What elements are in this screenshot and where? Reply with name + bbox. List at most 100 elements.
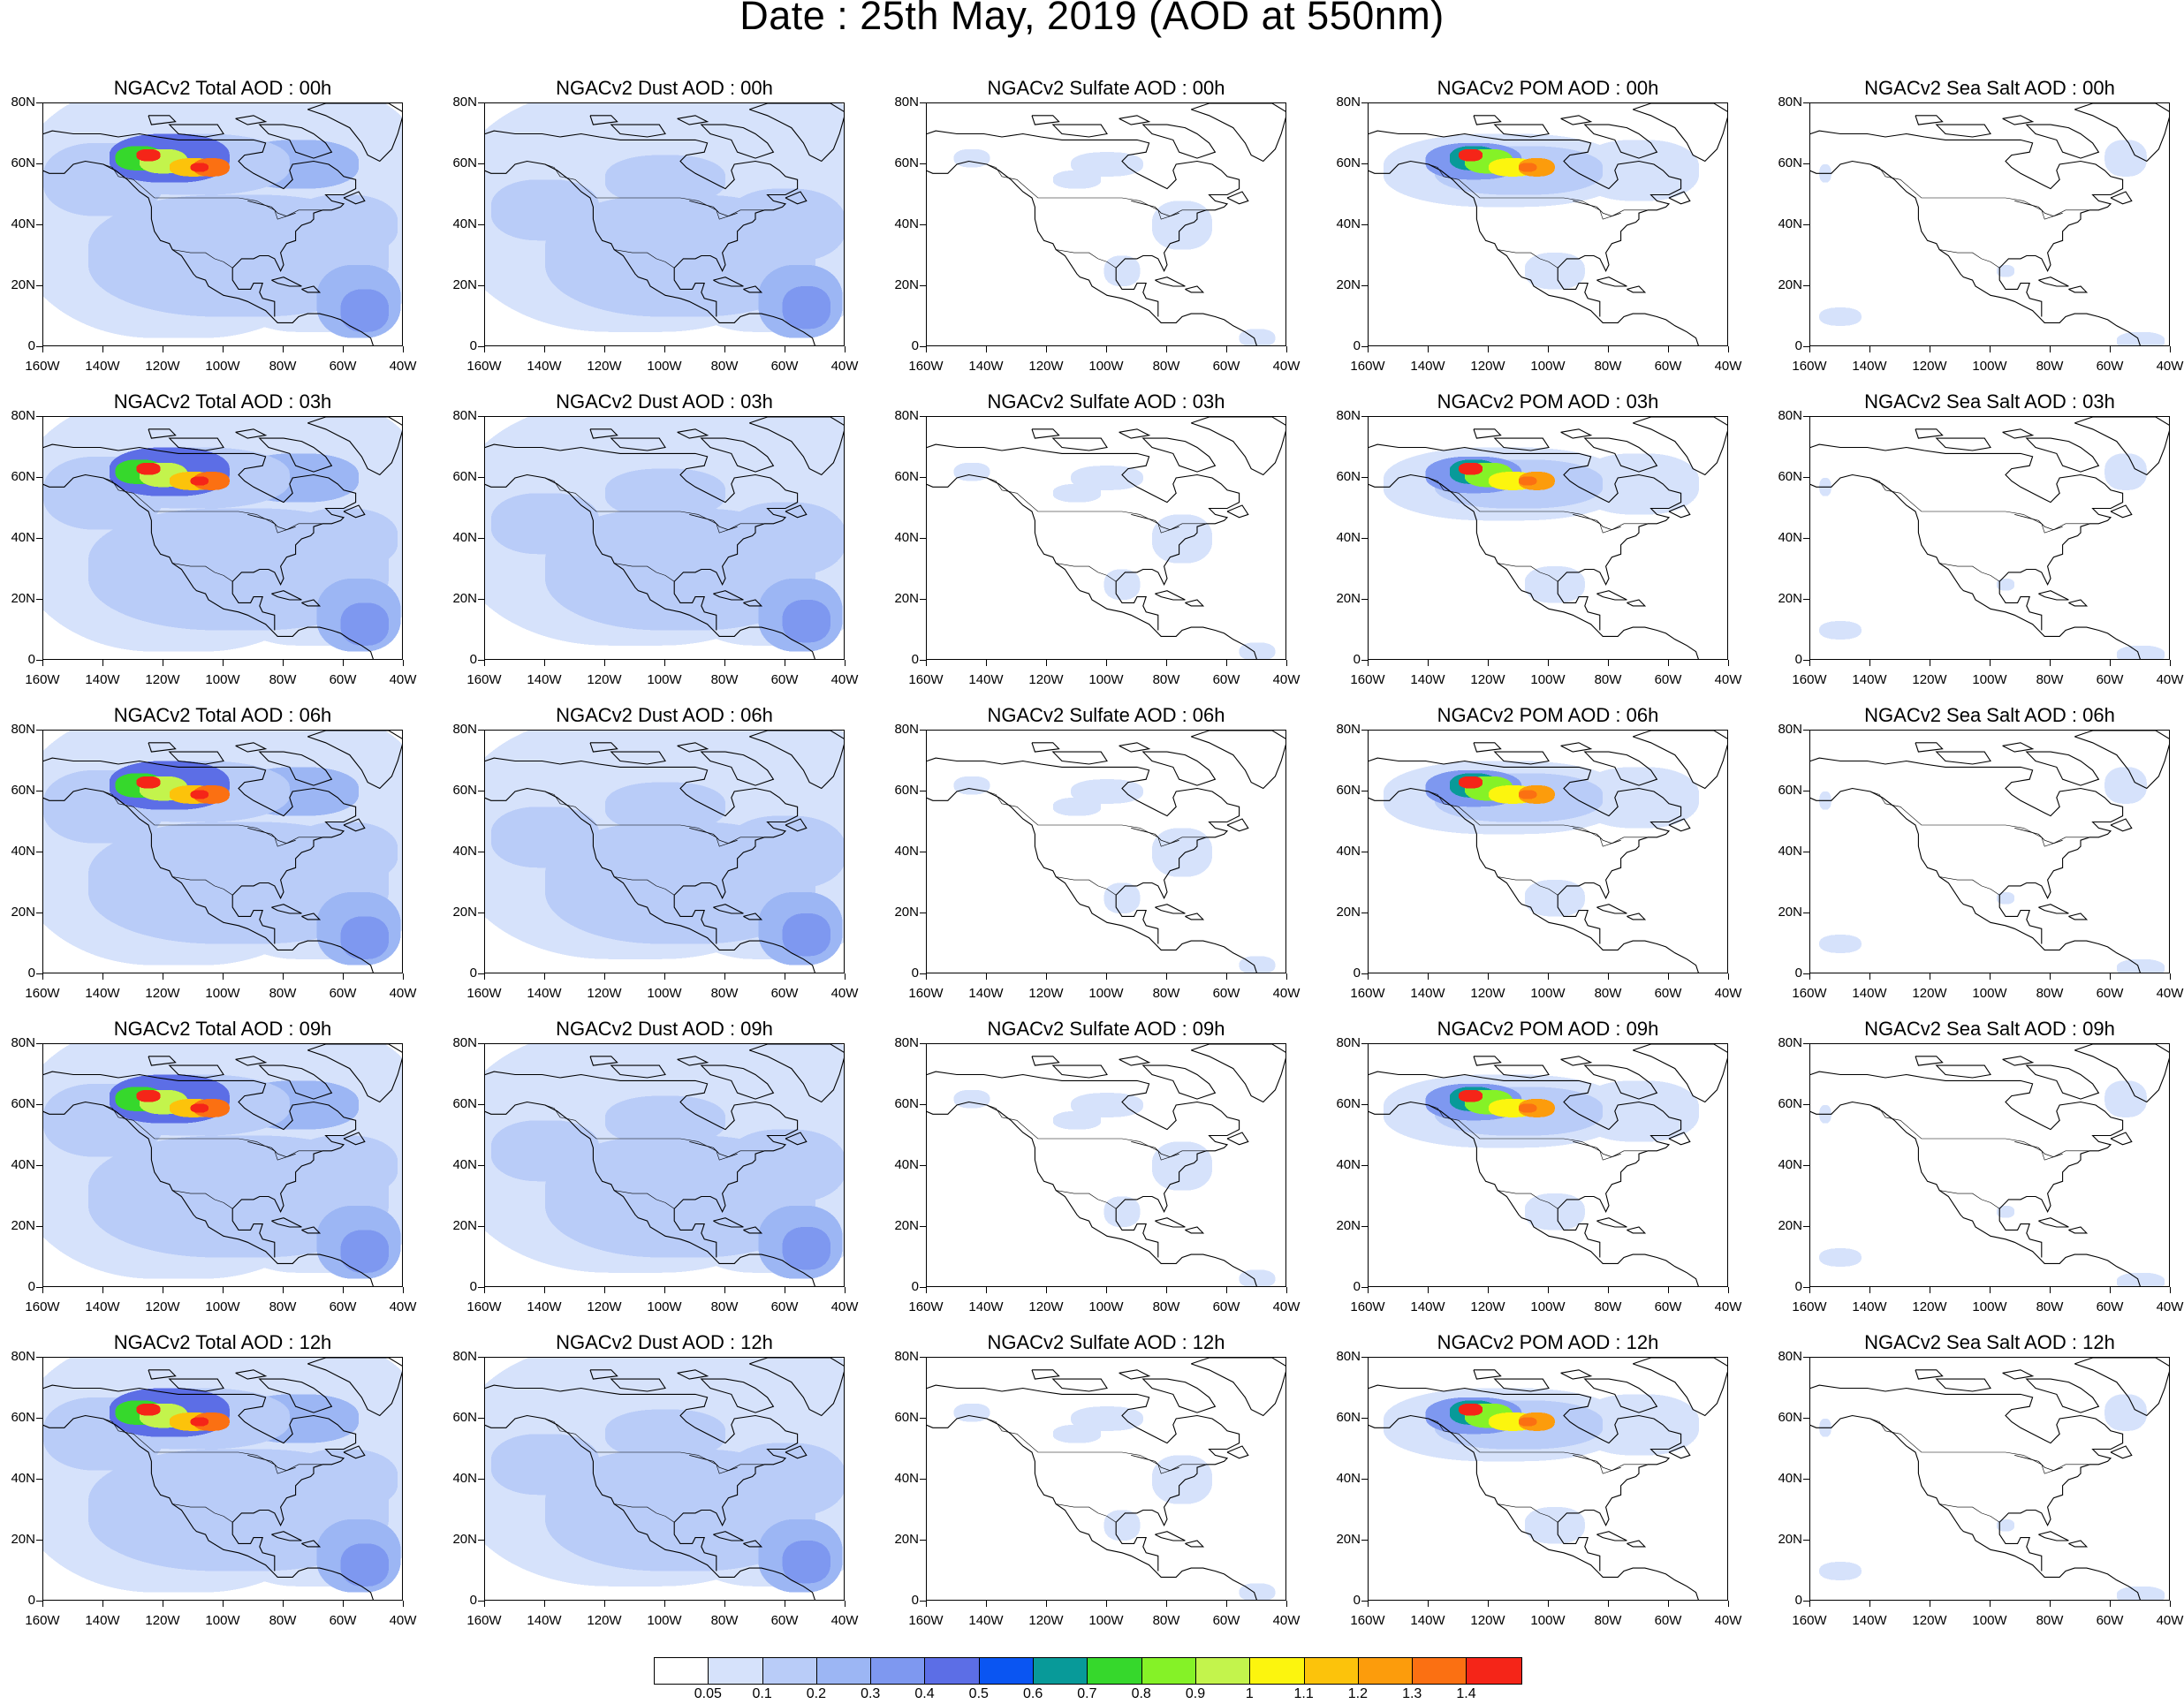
lon-tick-mark [1368, 346, 1369, 352]
lon-tick-label: 140W [1852, 1299, 1887, 1314]
coastline-outline [1369, 1044, 1727, 1286]
lon-tick-label: 120W [1028, 1613, 1064, 1628]
lat-tick-mark [1361, 1418, 1368, 1420]
aod-field-region [1052, 797, 1102, 816]
panel-title: NGACv2 Total AOD : 09h [113, 1018, 332, 1040]
lat-tick-mark [36, 1226, 42, 1228]
lon-tick-label: 160W [1792, 1299, 1827, 1314]
panel-title: NGACv2 POM AOD : 03h [1437, 390, 1659, 413]
lon-tick-mark [1608, 660, 1610, 666]
lon-tick-mark [1106, 660, 1108, 666]
lat-tick-label: 80N [452, 1349, 477, 1364]
lon-tick-mark [926, 1287, 928, 1293]
aod-field-region [1579, 1080, 1699, 1142]
aod-field-region [2104, 1394, 2147, 1431]
map-plot-area [1809, 730, 2170, 973]
aod-field-region [1579, 1394, 1699, 1456]
aod-field-region [1152, 514, 1212, 564]
lon-tick-mark [102, 973, 104, 980]
lon-tick-label: 160W [1350, 1299, 1385, 1314]
lon-tick-mark [604, 973, 606, 980]
lat-tick-label: 60N [894, 1096, 919, 1111]
aod-field-region [340, 1230, 389, 1273]
lon-tick-label: 100W [205, 359, 240, 374]
colorbar [654, 1657, 1522, 1685]
aod-field-region [1996, 264, 2015, 277]
lon-tick-mark [1166, 973, 1168, 980]
lat-tick-label: 0 [911, 966, 919, 981]
map-plot-area [926, 416, 1286, 660]
lon-tick-mark [1368, 1601, 1369, 1607]
lon-tick-mark [1728, 1287, 1730, 1293]
lon-tick-label: 80W [2036, 1299, 2064, 1314]
lon-tick-mark [1809, 973, 1811, 980]
lat-tick-mark [1803, 477, 1809, 479]
aod-field-region [1579, 767, 1699, 829]
lon-tick-mark [1166, 1287, 1168, 1293]
map-plot-area [1368, 730, 1728, 973]
lon-tick-label: 160W [25, 672, 60, 687]
lat-tick-label: 0 [1794, 652, 1802, 667]
lat-tick-label: 20N [1778, 591, 1802, 606]
lat-tick-mark [920, 163, 926, 165]
lon-tick-label: 40W [2156, 672, 2184, 687]
lat-tick-mark [1361, 1287, 1368, 1289]
lon-tick-label: 100W [1972, 986, 2007, 1001]
lon-tick-label: 160W [1792, 672, 1827, 687]
lon-tick-label: 40W [1272, 1613, 1301, 1628]
lon-tick-mark [1488, 1601, 1490, 1607]
lon-tick-label: 80W [269, 672, 297, 687]
aod-field-region [190, 476, 209, 486]
map-plot-area [926, 1357, 1286, 1601]
lon-tick-mark [2170, 1287, 2172, 1293]
lat-tick-label: 20N [1778, 1218, 1802, 1233]
aod-field-region [782, 286, 830, 329]
panel-title: NGACv2 Sulfate AOD : 00h [987, 77, 1225, 99]
lon-tick-label: 40W [1714, 986, 1742, 1001]
aod-field-region [490, 179, 600, 241]
lon-tick-mark [1046, 1287, 1048, 1293]
lat-tick-label: 60N [1336, 1096, 1361, 1111]
aod-field-region [1524, 1507, 1585, 1544]
figure-title: Date : 25th May, 2019 (AOD at 550nm) [739, 0, 1445, 38]
lon-tick-label: 80W [710, 986, 739, 1001]
lat-tick-label: 20N [894, 905, 919, 920]
lat-tick-label: 20N [1336, 905, 1361, 920]
lon-tick-label: 60W [1212, 986, 1240, 1001]
aod-field-region [1103, 255, 1141, 286]
coastline-outline [1810, 731, 2169, 973]
lon-tick-label: 120W [587, 1299, 622, 1314]
lon-tick-mark [1046, 660, 1048, 666]
lon-tick-mark [1608, 346, 1610, 352]
lon-tick-label: 40W [830, 672, 859, 687]
lon-tick-mark [724, 660, 726, 666]
lat-tick-mark [36, 1165, 42, 1167]
map-plot-area [484, 102, 845, 346]
colorbar-swatch [1034, 1658, 1088, 1684]
lon-tick-label: 100W [1530, 1299, 1566, 1314]
lon-tick-label: 100W [647, 986, 682, 1001]
colorbar-swatch [1304, 1658, 1359, 1684]
lon-tick-label: 140W [85, 359, 120, 374]
lon-tick-mark [1286, 660, 1288, 666]
lon-tick-mark [1809, 1287, 1811, 1293]
lat-tick-label: 80N [452, 95, 477, 110]
coastline-outline [485, 1358, 844, 1600]
lat-tick-label: 60N [894, 469, 919, 484]
panel-title: NGACv2 Sulfate AOD : 06h [987, 704, 1225, 726]
lon-tick-mark [1286, 1601, 1288, 1607]
lon-tick-label: 40W [830, 986, 859, 1001]
lat-tick-label: 0 [469, 966, 477, 981]
lon-tick-mark [845, 660, 846, 666]
lat-tick-label: 80N [1778, 722, 1802, 737]
lon-tick-mark [1428, 973, 1429, 980]
lon-tick-mark [986, 1287, 988, 1293]
aod-field-region [1239, 642, 1276, 659]
lon-tick-label: 120W [587, 359, 622, 374]
lat-tick-mark [478, 102, 484, 104]
map-panel-total-12h: NGACv2 Total AOD : 12h 80N 60N 40N 20N 0 160W 1… [0, 1332, 442, 1646]
aod-field-region [1996, 891, 2015, 905]
map-plot-area [1368, 1043, 1728, 1287]
aod-field-region [1239, 956, 1276, 973]
map-panel-pom-00h: NGACv2 POM AOD : 00h 80N 60N 40N 20N 0 160W 140… [1325, 78, 1767, 391]
